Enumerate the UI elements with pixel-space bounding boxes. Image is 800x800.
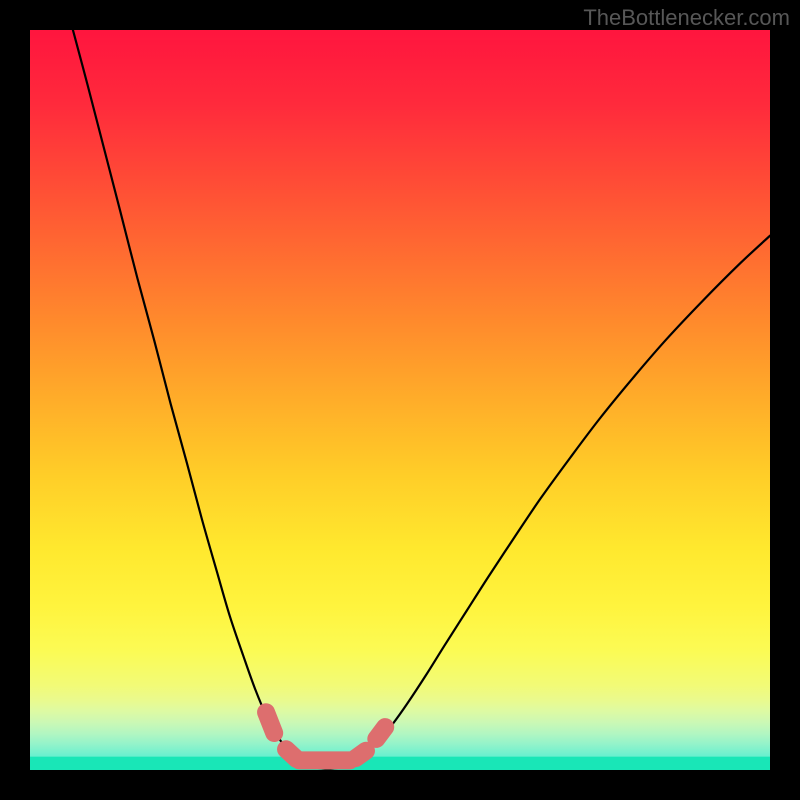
chart-container: TheBottlenecker.com [0, 0, 800, 800]
bottleneck-curve-chart [30, 30, 770, 770]
highlight-segment [266, 712, 274, 733]
watermark-text: TheBottlenecker.com [583, 5, 790, 31]
highlight-segment [356, 751, 366, 758]
gradient-background [30, 30, 770, 770]
plot-area [30, 30, 770, 770]
highlight-segment [376, 727, 385, 739]
green-band [30, 757, 770, 770]
